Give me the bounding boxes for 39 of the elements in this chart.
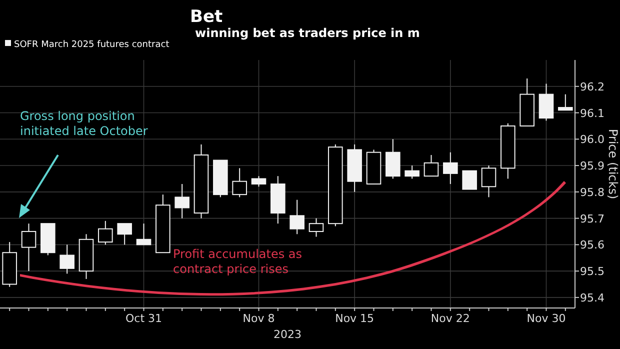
candlestick [136, 223, 152, 246]
y-tick-label: 96.1 [580, 106, 604, 120]
candlestick [558, 94, 573, 111]
y-tick-label: 95.4 [580, 291, 604, 304]
candlestick [174, 184, 190, 219]
candlestick [232, 168, 247, 198]
chart-subtitle: winning bet as traders price in m [195, 26, 420, 40]
y-tick-label: 96.0 [580, 133, 604, 146]
candlestick [290, 199, 304, 235]
x-tick-label: Nov 8 [242, 312, 275, 325]
candlestick [386, 138, 400, 180]
y-tick-label: 95.6 [580, 238, 604, 252]
legend-label: SOFR March 2025 futures contract [14, 40, 170, 50]
x-tick-label: Nov 30 [526, 312, 566, 325]
candlestick [251, 176, 266, 188]
y-tick-label: 95.7 [580, 212, 604, 226]
candlestick [404, 165, 420, 180]
candlestick [538, 83, 554, 122]
y-tick-label: 95.8 [580, 186, 604, 199]
candlestick [443, 152, 458, 184]
x-axis-title: 2023 [274, 328, 302, 341]
candlestick [481, 165, 496, 198]
annotation: Gross long position initiated late October [20, 109, 148, 138]
y-tick-label: 96.2 [580, 80, 604, 94]
x-tick-label: Nov 15 [335, 312, 374, 325]
y-axis-title: Price (ticks) [606, 128, 620, 200]
candlestick [308, 218, 324, 238]
x-tick-label: Oct 31 [125, 312, 162, 325]
candlestick [21, 223, 36, 272]
annotation: Profit accumulates as contract price rises [173, 247, 302, 276]
candlestick [462, 170, 477, 190]
candlestick [117, 223, 132, 246]
candlestick [424, 154, 439, 177]
candlestick [98, 220, 113, 246]
y-tick-label: 95.9 [580, 160, 604, 173]
chart-title: Bet [190, 7, 223, 27]
x-tick-label: Nov 22 [430, 312, 470, 325]
candlestick [60, 244, 74, 274]
y-tick-label: 95.5 [580, 265, 604, 278]
